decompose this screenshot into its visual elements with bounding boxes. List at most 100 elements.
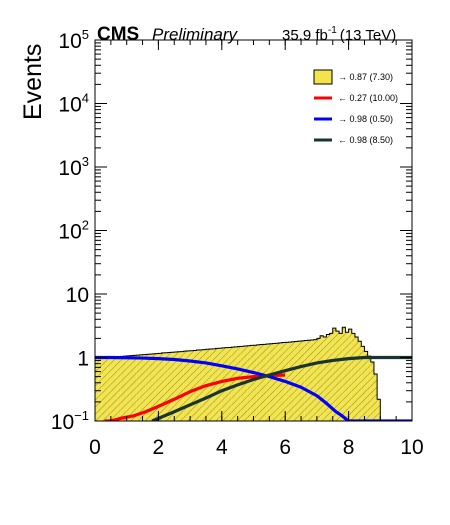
histogram-bar-hatch <box>253 345 257 421</box>
histogram-bar-hatch <box>231 347 235 421</box>
histogram-bar-hatch <box>95 357 99 421</box>
histogram-bar-hatch <box>266 344 270 421</box>
x-tick-label: 6 <box>279 436 291 459</box>
histogram-bar-hatch <box>186 350 191 421</box>
histogram-bar-hatch <box>114 356 118 421</box>
histogram-bar-hatch <box>259 344 264 421</box>
histogram-bar-hatch <box>174 352 178 421</box>
histogram-bar-hatch <box>171 352 175 421</box>
histogram-bar-hatch <box>364 351 368 421</box>
histogram-bar-hatch <box>307 340 311 421</box>
histogram-bar-hatch <box>329 333 333 421</box>
histogram-bar-hatch <box>263 344 267 421</box>
histogram-bar-hatch <box>323 337 327 421</box>
histogram-bar-hatch <box>310 339 314 421</box>
histogram-bar-hatch <box>294 341 298 421</box>
histogram-bar-hatch <box>316 338 321 421</box>
histogram-bar-hatch <box>215 348 219 421</box>
histogram-bar-hatch <box>161 352 165 421</box>
histogram-bar-hatch <box>110 357 115 421</box>
legend-label-histogram: → 0.87 (7.30) <box>338 72 393 82</box>
y-tick-label: 10−1 <box>51 408 89 434</box>
histogram-bar-hatch <box>164 352 168 421</box>
histogram-bar-hatch <box>104 357 108 421</box>
x-tick-label: 0 <box>89 436 101 459</box>
histogram-bar-hatch <box>272 343 276 421</box>
histogram-bar-hatch <box>326 334 330 421</box>
histogram-bar-hatch <box>335 331 340 421</box>
histogram-bar-hatch <box>158 353 162 421</box>
histogram-bar-hatch <box>291 341 295 421</box>
histogram-bar-hatch <box>190 350 194 421</box>
histogram-bar-hatch <box>224 347 229 421</box>
histogram-bar-hatch <box>367 356 371 421</box>
histogram-bar-hatch <box>177 351 181 421</box>
histogram-bar-hatch <box>313 339 317 421</box>
histogram-bar-hatch <box>142 354 146 421</box>
legend-label-series-3: ← 0.98 (8.50) <box>338 135 393 145</box>
x-tick-label: 2 <box>153 436 165 459</box>
histogram-bar-hatch <box>370 361 374 421</box>
histogram-bar-hatch <box>275 343 279 421</box>
plot-area <box>95 326 412 421</box>
histogram-bar-hatch <box>332 328 336 421</box>
histogram-bar-hatch <box>373 373 378 421</box>
histogram-bar-hatch <box>377 399 381 421</box>
histogram-bar-hatch <box>155 353 159 421</box>
histogram-bar-hatch <box>152 353 156 421</box>
histogram-bar-hatch <box>354 337 359 421</box>
histogram-bar-hatch <box>256 344 260 421</box>
histogram-bar-hatch <box>123 356 127 421</box>
histogram-bar-hatch <box>145 354 149 421</box>
experiment-label: CMS <box>97 24 139 45</box>
y-tick-label: 103 <box>58 154 89 180</box>
histogram-bar-hatch <box>345 332 349 421</box>
histogram-bar-hatch <box>193 350 197 421</box>
y-tick-label: 10 <box>66 284 89 307</box>
histogram-bar-hatch <box>196 350 200 421</box>
histogram-bar-hatch <box>98 357 102 421</box>
histogram-bar-hatch <box>133 355 137 421</box>
histogram-bar-hatch <box>320 335 324 421</box>
histogram-bar-hatch <box>136 355 140 421</box>
lumi-label: 35.9 fb-1 (13 TeV) <box>282 25 396 44</box>
histogram-bar-hatch <box>339 333 343 421</box>
histogram-bar-hatch <box>167 352 172 421</box>
histogram-bar-hatch <box>117 356 121 421</box>
histogram-bar-hatch <box>218 348 222 421</box>
y-tick-label: 1 <box>77 348 89 371</box>
histogram-bar-hatch <box>247 345 251 421</box>
y-tick-label: 104 <box>58 91 89 117</box>
histogram-bar-hatch <box>129 355 134 421</box>
histogram-bar-hatch <box>348 329 352 421</box>
histogram-bar-hatch <box>297 341 302 421</box>
histogram-bar-hatch <box>342 327 346 421</box>
legend-label-series-1: ← 0.27 (10.00) <box>338 93 398 103</box>
lumi-exponent: -1 <box>328 25 337 36</box>
histogram-outline <box>95 326 381 421</box>
series-line-1 <box>104 373 286 421</box>
histogram-bar-hatch <box>278 342 283 421</box>
legend-label-series-2: → 0.98 (0.50) <box>338 114 393 124</box>
x-tick-label: 10 <box>400 436 423 459</box>
x-tick-label: 8 <box>343 436 355 459</box>
series-line-2 <box>95 355 412 421</box>
legend: → 0.87 (7.30) ← 0.27 (10.00) → 0.98 (0.50)… <box>313 69 398 145</box>
histogram-bar-hatch <box>228 347 232 421</box>
histogram-bar-hatch <box>250 345 254 421</box>
histogram-bar-hatch <box>304 340 308 421</box>
histogram-bar-hatch <box>107 357 111 421</box>
histogram-bar-hatch <box>361 346 365 421</box>
axes: 0 2 4 6 8 10 10−1 1 10 102 103 104 105 <box>51 27 424 459</box>
histogram-bar-hatch <box>148 354 153 421</box>
histogram-bar-hatch <box>126 355 130 421</box>
series-line-3 <box>151 355 412 421</box>
histogram-bar-hatch <box>351 333 355 421</box>
histogram-bar-hatch <box>183 351 187 421</box>
histogram-bar-hatch <box>301 340 305 421</box>
x-tick-label: 4 <box>216 436 228 459</box>
y-axis-title: Events <box>19 44 47 120</box>
histogram-bar-hatch <box>269 343 273 421</box>
